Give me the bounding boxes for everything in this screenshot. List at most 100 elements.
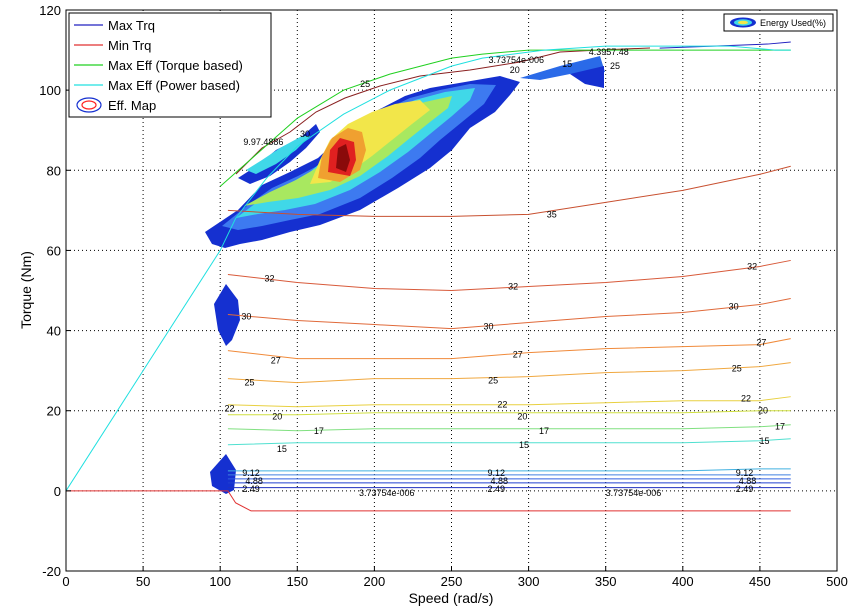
x-tick-label: 300 xyxy=(518,574,540,589)
y-tick-label: 40 xyxy=(47,324,61,339)
y-tick-label: 60 xyxy=(47,243,61,258)
contour-labels: 35 32 32 32 30 30 30 27 27 27 25 25 25 22 22 22 20 20 20 17… xyxy=(224,47,785,498)
y-tick-label: 100 xyxy=(39,83,61,98)
eff-map-blob-mid xyxy=(214,284,240,346)
plot-area: 35 32 32 32 30 30 30 27 27 27 25 25 25 22 22 22 20 20 20 17… xyxy=(65,9,838,572)
contour-label: 15 xyxy=(519,440,529,450)
contour-label: 3.73754e-006 xyxy=(359,488,415,498)
series-lines xyxy=(66,41,791,512)
contour-label: 30 xyxy=(484,322,494,332)
legend-label: Eff. Map xyxy=(108,98,156,113)
energy-legend-box xyxy=(723,13,834,32)
contour-label: 30 xyxy=(300,129,310,139)
contour-label: 22 xyxy=(741,394,751,404)
x-tick-label: 350 xyxy=(595,574,617,589)
contour-line xyxy=(227,468,791,472)
contour-label: 4.88 xyxy=(491,476,509,486)
contour-label: 25 xyxy=(488,376,498,386)
contour-label: 27 xyxy=(271,356,281,366)
x-tick-label: 400 xyxy=(672,574,694,589)
series-line xyxy=(66,490,791,512)
series-line xyxy=(219,49,791,187)
contour-label: 27 xyxy=(513,350,523,360)
eff-map-upper-left-cyan xyxy=(246,136,310,174)
contour-label: 9.12 xyxy=(242,468,260,478)
contour-line xyxy=(227,424,791,432)
contour-label: 20 xyxy=(758,406,768,416)
contour-label: 22 xyxy=(497,400,507,410)
contour-label: 3.73754e-006 xyxy=(606,488,662,498)
x-tick-label: 150 xyxy=(286,574,308,589)
contour-label: 17 xyxy=(775,422,785,432)
contour-label: 20 xyxy=(272,412,282,422)
contour-label: 2.49 xyxy=(736,484,754,494)
contour-label: 35 xyxy=(547,209,557,219)
contour-label: 22 xyxy=(224,404,234,414)
contour-label: 25 xyxy=(360,79,370,89)
x-axis-label: Speed (rad/s) xyxy=(409,590,494,606)
contour-line xyxy=(227,259,791,292)
contour-label: 3.73754e-006 xyxy=(488,55,544,65)
contour-line xyxy=(227,338,791,360)
legend-marker xyxy=(76,97,102,113)
energy-legend-icon xyxy=(730,17,756,28)
contour-label: 17 xyxy=(314,426,324,436)
contour-label: 4.3957.48 xyxy=(589,47,629,57)
contour-label: 25 xyxy=(244,378,254,388)
x-tick-label: 450 xyxy=(749,574,771,589)
y-tick-label: 20 xyxy=(47,404,61,419)
x-tick-label: 500 xyxy=(826,574,848,589)
contour-label: 15 xyxy=(760,436,770,446)
energy-legend: Energy Used(%) xyxy=(723,13,834,32)
eff-map-top-outline xyxy=(235,47,651,175)
eff-map-blob-low xyxy=(210,454,236,494)
contour-label: 2.49 xyxy=(242,484,260,494)
x-tick-label: 200 xyxy=(364,574,386,589)
contour-label: 20 xyxy=(517,412,527,422)
y-tick-label: 0 xyxy=(54,484,61,499)
contour-label: 25 xyxy=(610,61,620,71)
contour-label: 32 xyxy=(747,261,757,271)
contour-label: 20 xyxy=(510,65,520,75)
contour-label: 9.97.4886 xyxy=(243,137,283,147)
contour-label: 2.49 xyxy=(487,484,505,494)
y-tick-label: -20 xyxy=(42,564,61,579)
contour-label: 15 xyxy=(277,444,287,454)
contour-label: 9.12 xyxy=(487,468,505,478)
contour-line xyxy=(227,165,791,217)
contour-lines xyxy=(227,165,791,489)
contour-label: 9.12 xyxy=(736,468,754,478)
x-tick-label: 250 xyxy=(441,574,463,589)
contour-label: 30 xyxy=(729,302,739,312)
contour-line xyxy=(227,396,791,408)
x-tick-label: 100 xyxy=(209,574,231,589)
legend-label: Max Eff (Torque based) xyxy=(108,58,243,73)
contour-label: 27 xyxy=(756,338,766,348)
eff-map-fill xyxy=(205,47,651,494)
series-line xyxy=(659,41,791,49)
energy-legend-label: Energy Used(%) xyxy=(760,18,826,28)
contour-line xyxy=(227,298,791,330)
legend-marker-inner xyxy=(81,100,97,110)
eff-map-region-darkred xyxy=(336,144,350,172)
contour-label: 32 xyxy=(265,273,275,283)
legend-label: Max Trq xyxy=(108,18,155,33)
contour-line xyxy=(227,438,791,446)
eff-map-top-patch xyxy=(570,66,604,88)
contour-label: 17 xyxy=(539,426,549,436)
contour-label: 15 xyxy=(562,59,572,69)
contour-label: 25 xyxy=(732,364,742,374)
y-tick-label: 80 xyxy=(47,163,61,178)
contour-label: 30 xyxy=(241,312,251,322)
series-line xyxy=(66,45,791,492)
x-tick-label: 0 xyxy=(62,574,69,589)
eff-map-top-band xyxy=(520,56,605,80)
y-axis-ticks: -20 0 20 40 60 80 100 120 xyxy=(39,3,71,579)
contour-line xyxy=(227,362,791,384)
legend-label: Min Trq xyxy=(108,38,151,53)
legend: Max Trq Min Trq Max Eff (Torque based) Max … xyxy=(68,12,272,118)
contour-label: 32 xyxy=(508,281,518,291)
contour-line xyxy=(227,410,791,416)
